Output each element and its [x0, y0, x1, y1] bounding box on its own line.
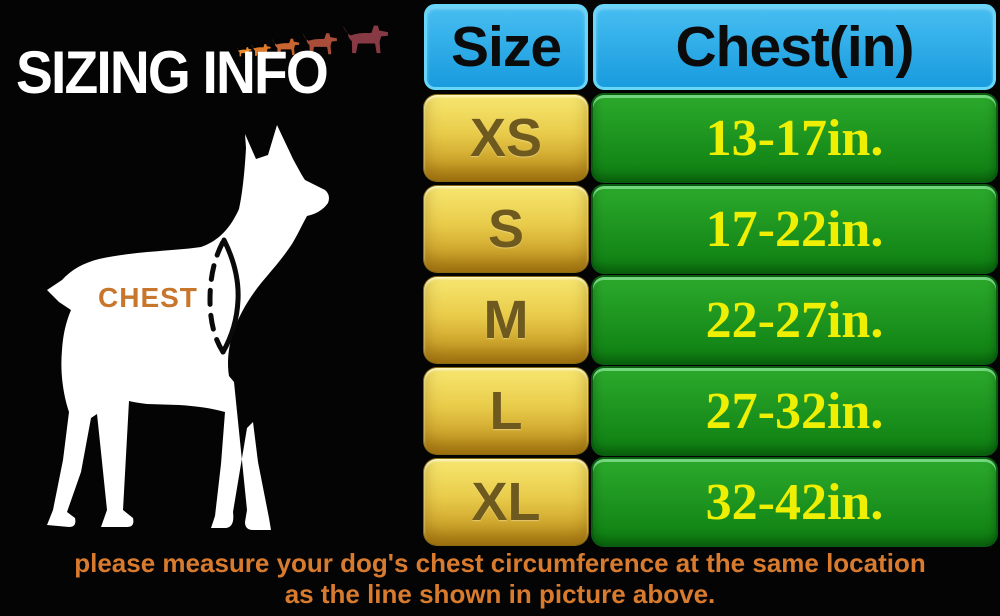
page-title: SIZING INFO: [16, 39, 329, 106]
size-cell: XS: [424, 95, 588, 181]
chest-band-solid-arc: [220, 237, 241, 355]
largest-dog-icon: [342, 25, 388, 54]
chest-range-cell: 32-42in.: [593, 459, 996, 545]
size-cell: S: [424, 186, 588, 272]
measurement-note: please measure your dog's chest circumfe…: [0, 548, 1000, 610]
large-dog-icon: [302, 33, 337, 55]
tiny-dog-icon: [236, 47, 252, 57]
dog-size-gradient-icons: [236, 12, 398, 58]
measurement-note-line1: please measure your dog's chest circumfe…: [74, 548, 926, 578]
sizing-table: Size Chest(in) XS 13-17in. S 17-22in. M …: [424, 4, 996, 545]
dog-silhouette-figure: CHEST: [35, 112, 335, 542]
small-dog-icon: [251, 44, 271, 56]
chest-range-cell: 13-17in.: [593, 95, 996, 181]
size-cell: M: [424, 277, 588, 363]
measurement-note-line2: as the line shown in picture above.: [284, 579, 716, 609]
size-cell: L: [424, 368, 588, 454]
chest-range-cell: 22-27in.: [593, 277, 996, 363]
chest-label: CHEST: [98, 282, 198, 313]
size-cell: XL: [424, 459, 588, 545]
column-header-size: Size: [424, 4, 588, 90]
chest-band-dashed-arc: [207, 237, 227, 355]
dog-silhouette-icon: [47, 125, 329, 530]
medium-dog-icon: [271, 38, 300, 56]
chest-range-cell: 27-32in.: [593, 368, 996, 454]
column-header-chest: Chest(in): [593, 4, 996, 90]
chest-range-cell: 17-22in.: [593, 186, 996, 272]
